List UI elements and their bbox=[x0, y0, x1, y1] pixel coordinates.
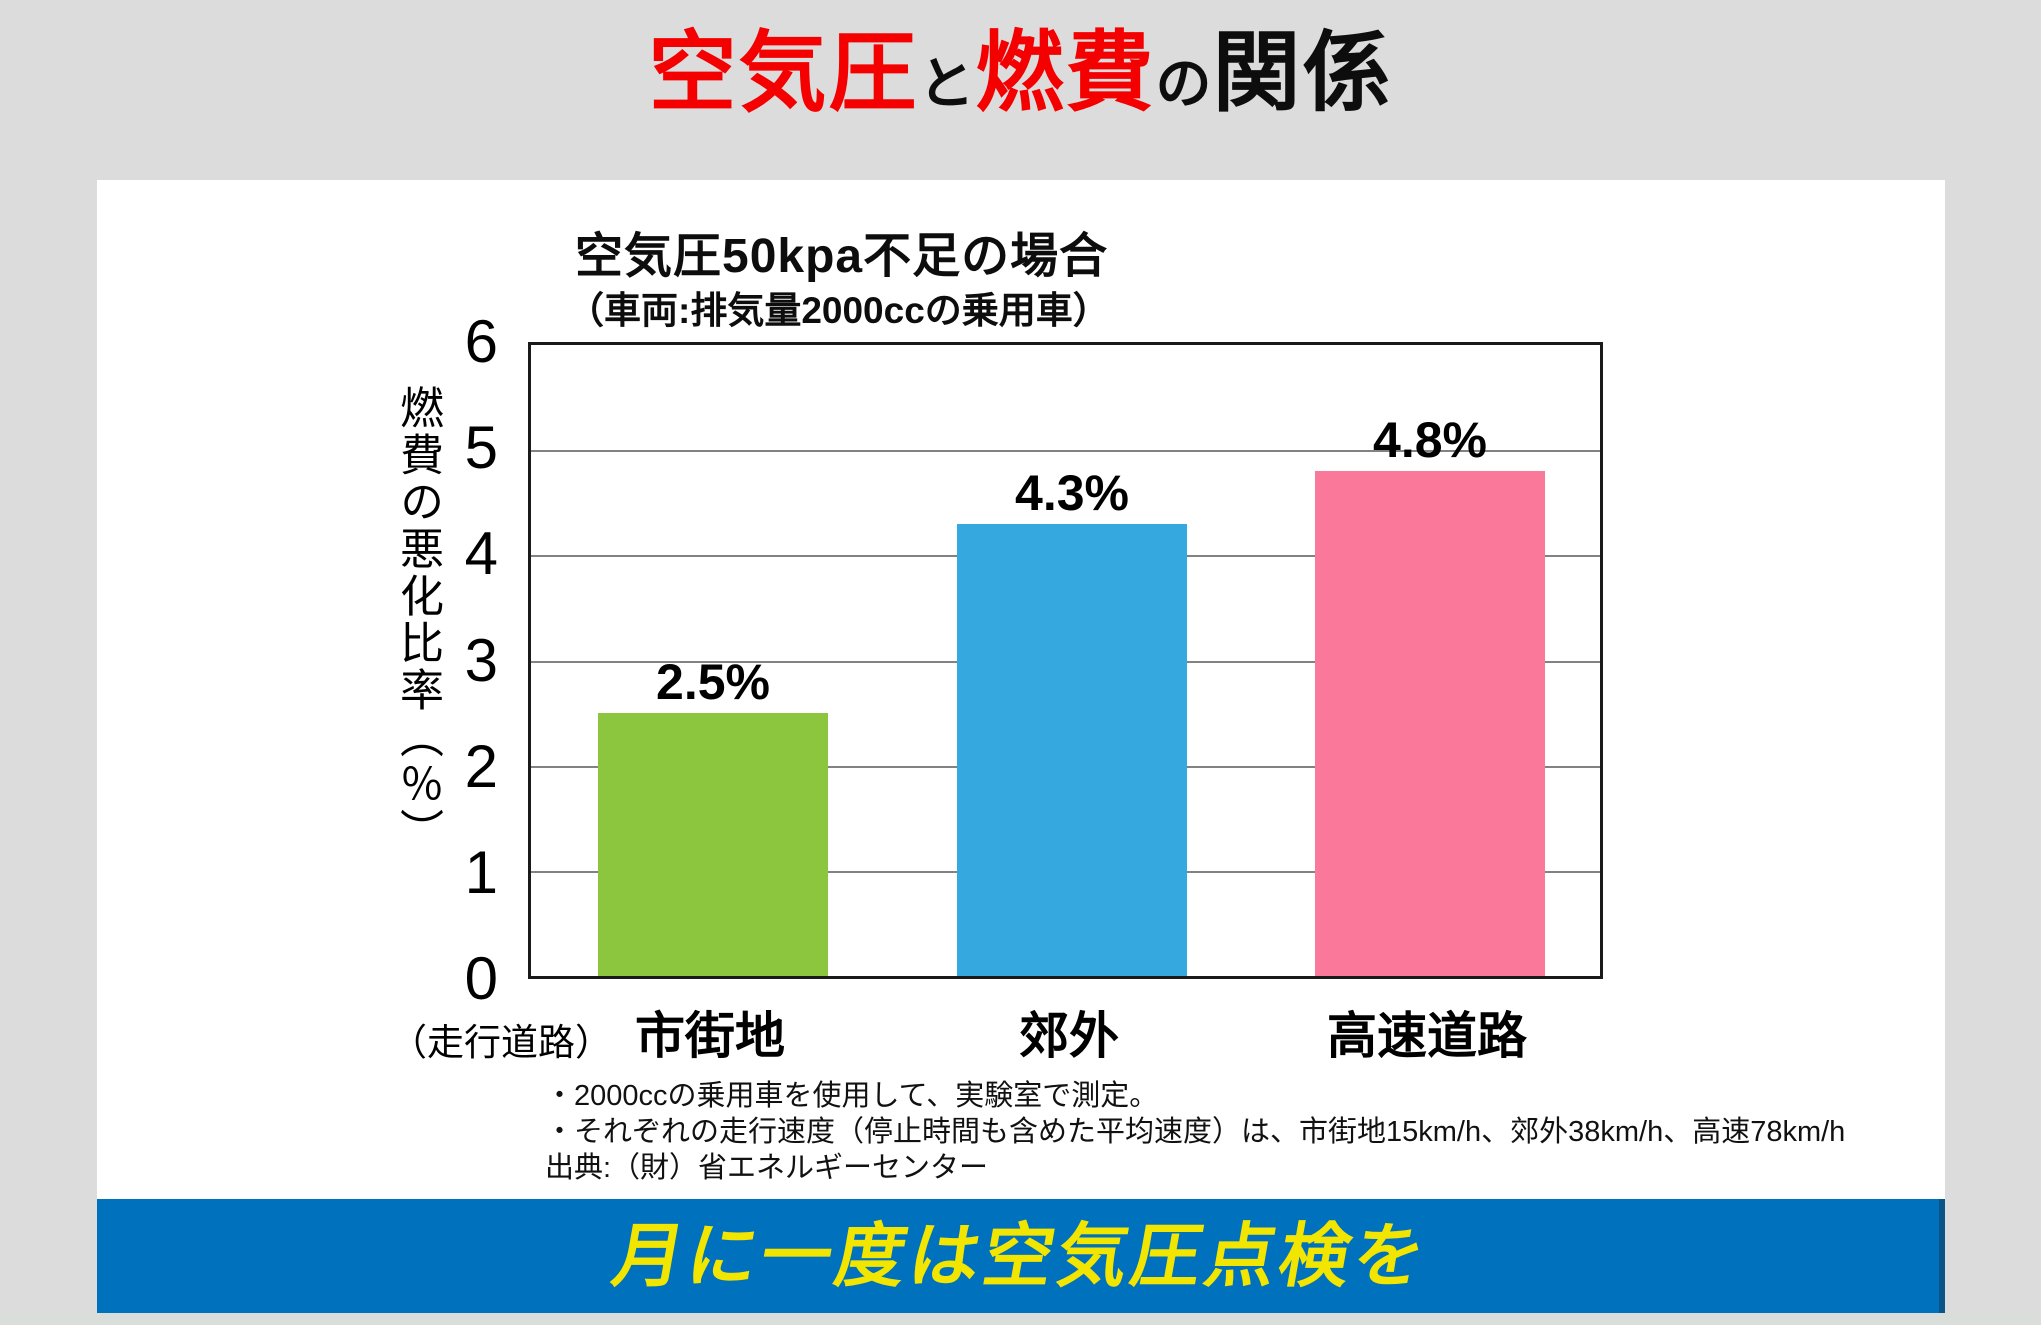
gridline-5 bbox=[531, 450, 1600, 453]
page-title-relation: 関係 bbox=[1212, 23, 1393, 122]
footnote-line-3: 出典:（財）省エネルギーセンター bbox=[545, 1152, 989, 1184]
chart-title: 空気圧50kpa不足の場合 bbox=[575, 230, 1109, 283]
y-tick-0: 0 bbox=[464, 945, 498, 1012]
page-title: 空気圧と燃費の関係 bbox=[0, 2, 2041, 129]
footnote-line-2: ・それぞれの走行速度（停止時間も含めた平均速度）は、市街地15km/h、郊外38… bbox=[545, 1116, 1846, 1148]
banner-text: 月に一度は空気圧点検を bbox=[607, 1217, 1435, 1295]
page-title-connector-no: の bbox=[1155, 52, 1213, 115]
page-title-connector-to: と bbox=[918, 52, 976, 115]
bar-city bbox=[598, 713, 828, 976]
y-axis-ticks: 6 5 4 3 2 1 0 bbox=[97, 312, 512, 1009]
category-label-highway: 高速道路 bbox=[1327, 1008, 1527, 1064]
bar-slot-city: 2.5% bbox=[598, 345, 828, 976]
bar-slot-highway: 4.8% bbox=[1315, 345, 1545, 976]
value-label-suburb: 4.3% bbox=[1015, 464, 1129, 521]
bottom-strip bbox=[0, 1313, 2041, 1325]
category-label-suburb: 郊外 bbox=[1019, 1008, 1119, 1064]
bar-suburb bbox=[957, 523, 1187, 976]
y-tick-3: 3 bbox=[464, 626, 498, 694]
y-tick-2: 2 bbox=[464, 732, 498, 800]
bar-slot-suburb: 4.3% bbox=[957, 345, 1187, 976]
page-title-keyword-fuel: 燃費 bbox=[975, 23, 1156, 122]
bar-highway bbox=[1315, 471, 1545, 976]
y-tick-4: 4 bbox=[464, 520, 498, 588]
footnote-line-1: ・2000ccの乗用車を使用して、実験室で測定。 bbox=[545, 1080, 1159, 1112]
chart-subtitle: （車両:排気量2000ccの乗用車） bbox=[567, 290, 1110, 331]
value-label-highway: 4.8% bbox=[1373, 412, 1487, 469]
page-title-keyword-air-pressure: 空気圧 bbox=[648, 23, 919, 122]
value-label-city: 2.5% bbox=[656, 654, 770, 711]
y-tick-5: 5 bbox=[464, 414, 498, 482]
chart-card: 空気圧50kpa不足の場合 （車両:排気量2000ccの乗用車） 6 5 4 3… bbox=[97, 180, 1945, 1199]
y-axis-label: 燃費の悪化比率（％） bbox=[393, 385, 442, 855]
y-tick-6: 6 bbox=[464, 308, 498, 375]
bottom-banner: 月に一度は空気圧点検を bbox=[97, 1199, 1945, 1313]
plot-area: 2.5% 4.3% 4.8% bbox=[528, 342, 1603, 979]
category-label-city: 市街地 bbox=[635, 1008, 785, 1064]
x-axis-prefix: （走行道路） bbox=[390, 1022, 612, 1063]
y-tick-1: 1 bbox=[464, 838, 498, 906]
footnotes: ・2000ccの乗用車を使用して、実験室で測定。 ・それぞれの走行速度（停止時間… bbox=[545, 1078, 1845, 1186]
